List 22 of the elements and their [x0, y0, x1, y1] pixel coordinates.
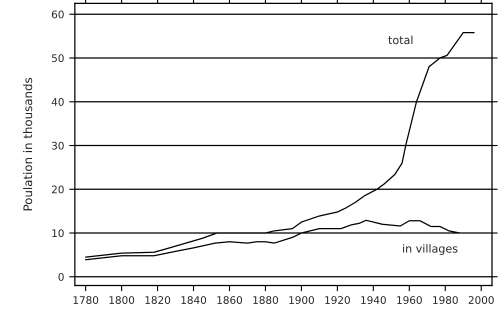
y-tick-label: 20: [52, 185, 64, 194]
y-tick-label: 0: [58, 272, 64, 281]
y-tick-label: 60: [52, 10, 64, 18]
y-tick-label: 10: [52, 229, 64, 238]
series-label: in villages: [403, 244, 458, 255]
x-tick-label: 1780: [74, 296, 98, 304]
x-tick-label: 1880: [253, 296, 278, 304]
x-tick-label: 1960: [397, 296, 422, 304]
x-tick-label: 1940: [361, 296, 386, 304]
x-tick-label: 1980: [433, 296, 458, 304]
x-tick-label: 1840: [181, 296, 206, 304]
y-tick-label: 50: [52, 54, 64, 62]
y-tick-label: 40: [52, 98, 64, 106]
x-tick-label: 1920: [325, 296, 350, 304]
text: total: [388, 36, 412, 44]
x-tick-label: 1900: [289, 296, 314, 304]
y-tick-label: 30: [52, 142, 64, 150]
x-tick-label: 1860: [217, 296, 242, 304]
y-axis-title: Poulation in thousands: [23, 78, 32, 210]
x-tick-label: 2000: [468, 296, 494, 304]
x-tick-label: 1820: [145, 296, 170, 304]
x-tick-label: 1800: [109, 296, 134, 304]
